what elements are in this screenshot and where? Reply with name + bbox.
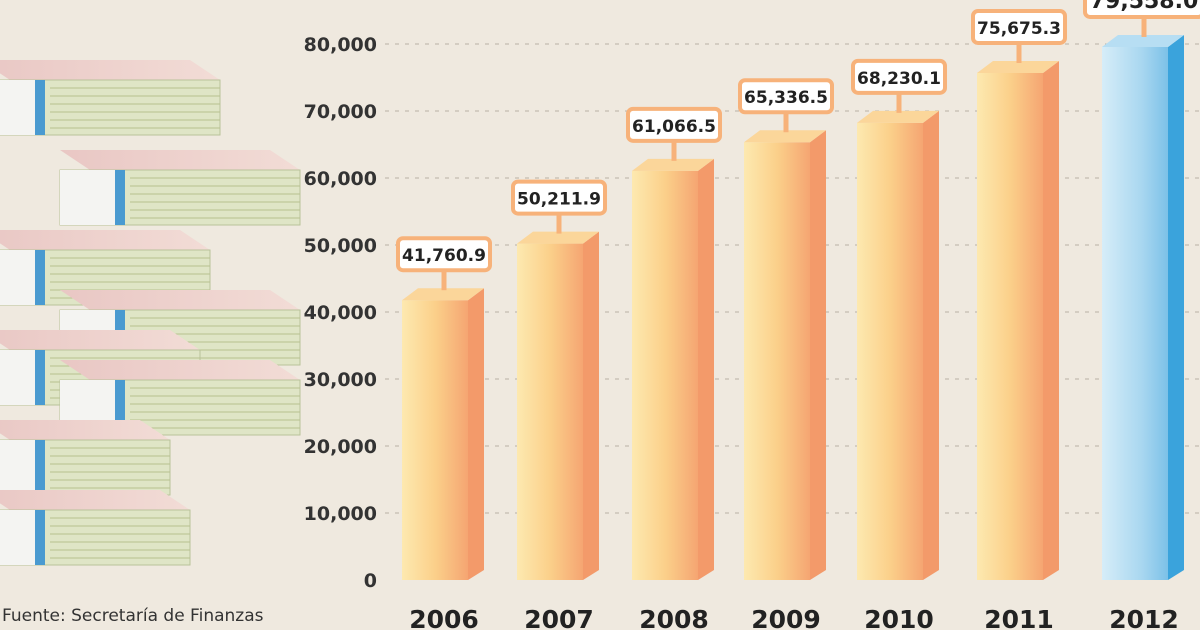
money-band	[0, 80, 40, 135]
bar-2011: 75,675.3 2011	[971, 8, 1067, 630]
bar-front	[517, 243, 583, 581]
bar-top	[1102, 34, 1184, 47]
y-tick-label: 0	[364, 570, 377, 592]
money-band	[60, 170, 120, 225]
bar-top	[517, 231, 599, 244]
bar-top	[977, 60, 1059, 73]
bar-front	[402, 300, 468, 580]
money-band-stripe	[115, 380, 125, 435]
value-label: 75,675.3	[977, 19, 1061, 39]
value-label: 68,230.1	[857, 69, 941, 89]
bar-side	[923, 110, 939, 580]
x-tick-label: 2012	[1109, 605, 1179, 630]
bar-2010: 68,230.1 2010	[851, 58, 947, 630]
bar-2007: 50,211.9 2007	[511, 179, 607, 630]
value-label-box	[626, 106, 722, 143]
bar-side	[698, 158, 714, 581]
value-label: 61,066.5	[632, 117, 716, 137]
money-band-stripe	[35, 440, 45, 495]
bar-side	[468, 288, 484, 580]
bar-side	[1168, 34, 1184, 580]
y-tick-label: 80,000	[304, 34, 377, 56]
bill-top	[0, 60, 220, 80]
value-label: 41,760.9	[402, 246, 486, 266]
value-label-box	[511, 179, 607, 216]
bar-front	[857, 122, 923, 580]
bill-top	[60, 150, 300, 170]
value-label-box	[1083, 0, 1200, 19]
bar-top	[857, 110, 939, 123]
bill-top	[60, 360, 300, 380]
y-tick-label: 60,000	[304, 168, 377, 190]
money-band-stripe	[35, 510, 45, 565]
bill-top	[0, 230, 210, 250]
bill-top	[60, 290, 300, 310]
value-label-box	[738, 78, 834, 115]
money-band-stripe	[35, 250, 45, 305]
x-tick-label: 2009	[751, 605, 821, 630]
value-label: 65,336.5	[744, 88, 828, 108]
bar-front	[744, 142, 810, 580]
bar-front	[977, 72, 1043, 580]
value-label-box	[971, 8, 1067, 45]
x-tick-label: 2010	[864, 605, 934, 630]
money-band	[0, 440, 40, 495]
x-tick-label: 2006	[409, 605, 479, 630]
y-tick-label: 50,000	[304, 235, 377, 257]
bar-2009: 65,336.5 2009	[738, 78, 834, 630]
bill-top	[0, 420, 170, 440]
money-band	[0, 250, 40, 305]
bar-top	[744, 130, 826, 143]
bar-front	[632, 170, 698, 581]
y-tick-label: 20,000	[304, 436, 377, 458]
money-band-stripe	[35, 350, 45, 405]
value-label-box	[851, 58, 947, 95]
bar-2006: 41,760.9 2006	[396, 236, 492, 630]
money-band-stripe	[35, 80, 45, 135]
money-band	[0, 510, 40, 565]
bar-front	[1102, 46, 1168, 580]
money-band	[0, 350, 40, 405]
bar-side	[1043, 60, 1059, 581]
bar-top	[402, 288, 484, 301]
x-tick-label: 2011	[984, 605, 1054, 630]
y-tick-label: 30,000	[304, 369, 377, 391]
y-tick-label: 70,000	[304, 101, 377, 123]
bill-top	[0, 330, 200, 350]
money-band-stripe	[115, 170, 125, 225]
value-label-box	[396, 236, 492, 273]
x-tick-label: 2007	[524, 605, 594, 630]
bar-side	[583, 231, 599, 581]
money-stack-illustration	[0, 60, 301, 566]
bar-side	[810, 130, 826, 580]
y-tick-label: 10,000	[304, 503, 377, 525]
bar-top	[632, 158, 714, 171]
bar-2012: 79,558.0 2012	[1083, 0, 1200, 630]
bar-2008: 61,066.5 2008	[626, 106, 722, 630]
bill-top	[0, 490, 190, 510]
y-tick-label: 40,000	[304, 302, 377, 324]
x-tick-label: 2008	[639, 605, 709, 630]
source-note: Fuente: Secretaría de Finanzas	[2, 606, 264, 626]
value-label: 79,558.0	[1090, 0, 1199, 14]
value-label: 50,211.9	[517, 190, 601, 210]
